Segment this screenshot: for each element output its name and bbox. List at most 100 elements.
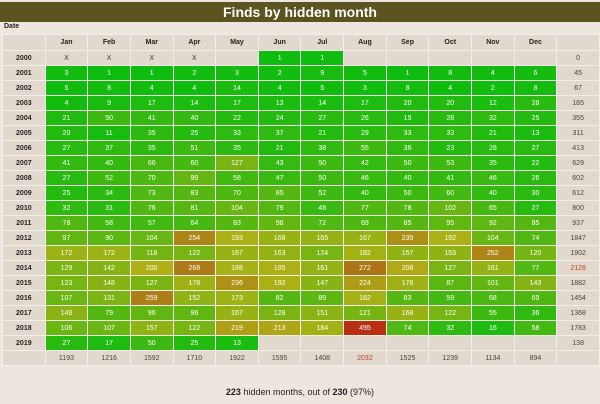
month-cell: 200 <box>129 260 174 276</box>
total-header <box>556 34 600 51</box>
month-cell: 81 <box>172 200 217 216</box>
month-cell: 74 <box>385 320 430 336</box>
month-cell: 51 <box>172 140 217 156</box>
month-cell: 25 <box>172 125 217 141</box>
month-cell: 72 <box>300 215 345 231</box>
month-header: Jun <box>257 34 302 51</box>
month-cell: 239 <box>385 230 430 246</box>
table-row: 2009 25 34 73 83 70 85 52 40 50 60 40 30 612 <box>2 185 600 201</box>
month-cell: 127 <box>129 275 174 291</box>
month-cell: 2 <box>172 65 217 81</box>
month-cell: 17 <box>129 95 174 111</box>
year-label: 2008 <box>2 170 46 186</box>
year-label: 2003 <box>2 95 46 111</box>
month-cell: 122 <box>172 245 217 261</box>
month-cell: 120 <box>513 245 558 261</box>
corner-cell <box>2 350 46 366</box>
month-cell: 163 <box>257 245 302 261</box>
page-title: Finds by hidden month <box>0 2 600 22</box>
corner-cell <box>556 350 600 366</box>
month-cell: 17 <box>215 95 259 111</box>
month-cell: 83 <box>385 290 430 306</box>
month-cell: 47 <box>257 170 302 186</box>
header-row: Jan Feb Mar Apr May Jun Jul Aug Sep Oct … <box>2 34 600 51</box>
month-cell: 124 <box>300 245 345 261</box>
month-cell: 26 <box>343 110 387 126</box>
year-label: 2006 <box>2 140 46 156</box>
month-cell: 19 <box>385 110 430 126</box>
month-cell: 21 <box>300 125 345 141</box>
month-cell: 66 <box>129 155 174 171</box>
month-cell: 219 <box>215 320 259 336</box>
month-cell: 168 <box>257 230 302 246</box>
month-cell: 35 <box>129 140 174 156</box>
column-total: 1525 <box>385 350 430 366</box>
month-cell: 76 <box>129 200 174 216</box>
month-cell: 28 <box>428 110 473 126</box>
month-cell: 176 <box>385 275 430 291</box>
corner-cell <box>2 34 46 51</box>
month-cell: 90 <box>87 230 131 246</box>
month-cell: 131 <box>87 290 131 306</box>
month-cell: 35 <box>215 140 259 156</box>
month-cell: 96 <box>172 305 217 321</box>
month-cell: 8 <box>385 80 430 96</box>
month-cell: 4 <box>428 80 473 96</box>
month-cell: 129 <box>44 260 89 276</box>
month-cell: 53 <box>428 155 473 171</box>
table-row: 2014 129 142 200 268 188 195 161 272 208 127 161 77 2… <box>2 260 600 276</box>
table-row: 2017 149 79 96 96 167 128 151 121 168 122 55 36 1368 <box>2 305 600 321</box>
month-cell: 42 <box>343 155 387 171</box>
month-cell: 41 <box>129 110 174 126</box>
month-cell: 73 <box>129 185 174 201</box>
date-label: Date <box>4 23 20 30</box>
month-cell: 60 <box>172 155 217 171</box>
month-cell: 8 <box>428 65 473 81</box>
month-cell: 35 <box>129 125 174 141</box>
month-cell: 4 <box>172 80 217 96</box>
month-cell: 50 <box>300 155 345 171</box>
month-cell: 188 <box>215 260 259 276</box>
table-row: 2013 172 172 118 122 167 163 124 182 157 153 252 120… <box>2 245 600 261</box>
month-header: Nov <box>471 34 515 51</box>
table-row: 2015 123 148 127 178 236 192 147 224 176 87 101 143 1… <box>2 275 600 291</box>
table-row: 2005 20 11 35 25 33 37 21 29 33 33 21 13 311 <box>2 125 600 141</box>
month-cell: 157 <box>129 320 174 336</box>
table-row: 2003 4 9 17 14 17 13 14 17 20 20 12 28 185 <box>2 95 600 111</box>
year-total: 0 <box>556 50 600 66</box>
year-total: 629 <box>556 155 600 171</box>
month-cell: 1 <box>129 65 174 81</box>
month-cell: 5 <box>44 80 89 96</box>
month-cell: 40 <box>343 185 387 201</box>
month-cell: 85 <box>513 215 558 231</box>
year-label: 2004 <box>2 110 46 126</box>
month-cell: 35 <box>471 155 515 171</box>
year-total: 2128 <box>556 260 600 276</box>
month-cell: 148 <box>87 275 131 291</box>
month-cell: 92 <box>471 215 515 231</box>
month-cell: 14 <box>215 80 259 96</box>
year-total: 413 <box>556 140 600 156</box>
month-cell: 122 <box>172 320 217 336</box>
month-cell: 17 <box>343 95 387 111</box>
month-cell: 21 <box>471 125 515 141</box>
empty-cell <box>215 50 259 66</box>
year-total: 1882 <box>556 275 600 291</box>
month-cell: 3 <box>215 65 259 81</box>
month-cell: 13 <box>513 125 558 141</box>
month-header: Dec <box>513 34 558 51</box>
month-cell: 30 <box>513 185 558 201</box>
month-cell: 151 <box>300 305 345 321</box>
table-row: 2008 27 52 70 99 58 47 50 46 40 41 46 26 602 <box>2 170 600 186</box>
column-total: 1239 <box>428 350 473 366</box>
month-cell: 1 <box>87 65 131 81</box>
month-cell: 172 <box>87 245 131 261</box>
month-cell: 26 <box>513 170 558 186</box>
year-label: 2007 <box>2 155 46 171</box>
year-label: 2016 <box>2 290 46 306</box>
month-cell: 224 <box>343 275 387 291</box>
month-cell: 31 <box>87 200 131 216</box>
month-cell: 11 <box>87 125 131 141</box>
month-cell: 48 <box>300 200 345 216</box>
month-cell: 78 <box>44 215 89 231</box>
